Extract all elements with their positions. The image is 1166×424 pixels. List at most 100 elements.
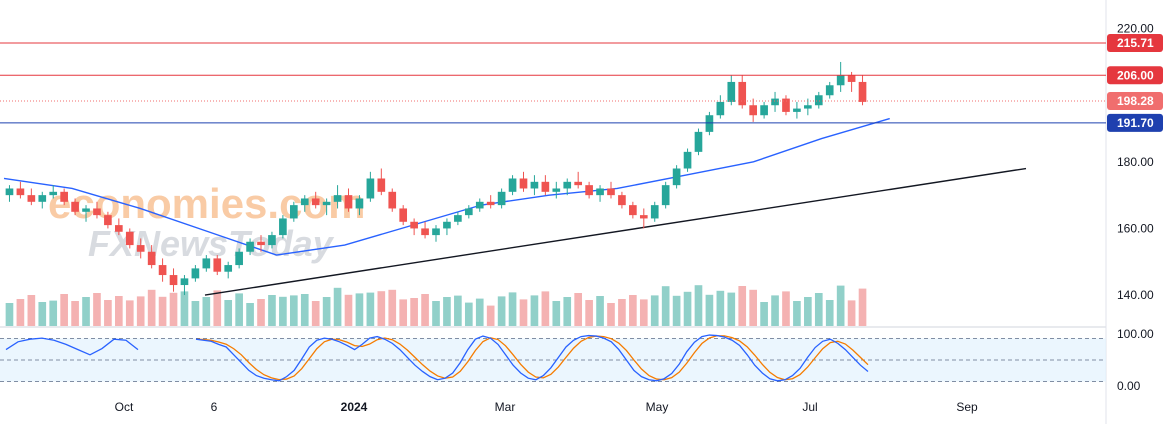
ma-line	[3, 117, 890, 256]
candle-body	[607, 188, 615, 196]
candle-body	[180, 278, 189, 286]
candle-body	[596, 188, 604, 196]
volume-bar	[618, 299, 626, 326]
volume-bar	[158, 296, 167, 326]
candle-body	[464, 208, 473, 216]
trendline-line	[204, 167, 1027, 296]
volume-bar	[563, 297, 572, 326]
volume-bar	[519, 299, 528, 326]
trendline	[204, 167, 1027, 296]
stoch-tick-label: 100.00	[1117, 327, 1154, 341]
volume-bar	[793, 301, 801, 326]
candle-body	[82, 208, 90, 212]
time-axis: Oct 6 2024 Mar May Jul Sep	[115, 400, 978, 414]
candle-body	[486, 201, 495, 206]
candle-body	[508, 178, 517, 192]
candle-body	[519, 178, 528, 189]
volume-bar	[585, 300, 593, 326]
candle-body	[694, 131, 703, 152]
volume-bar	[661, 286, 670, 326]
candle-body	[716, 101, 725, 116]
candle-body	[814, 95, 823, 106]
candle-body	[49, 191, 58, 196]
support-191-tag-label: 191.70	[1117, 116, 1154, 130]
volume-bar	[858, 288, 867, 326]
volume-bar	[213, 290, 222, 326]
volume-bar	[224, 300, 233, 326]
price-tick-label: 140.00	[1117, 288, 1154, 302]
candle-body	[213, 258, 222, 272]
candle-body	[793, 108, 801, 112]
candle-body	[858, 81, 867, 102]
candle-body	[432, 228, 440, 236]
volume-bar	[235, 293, 243, 326]
volume-bar	[268, 295, 276, 326]
candle-body	[147, 251, 156, 266]
horizontal-levels: 215.71 206.00 198.28 191.70	[0, 33, 1163, 132]
candle-body	[388, 191, 397, 209]
price-tick-label: 220.00	[1117, 22, 1154, 36]
stoch-k-early	[5, 337, 139, 356]
volume-bar	[399, 299, 408, 326]
candle-body	[27, 195, 36, 202]
candle-body	[16, 188, 25, 196]
candle-body	[115, 225, 123, 232]
watermark: economies.com FXNewsToday	[48, 180, 365, 264]
time-tick-label: Mar	[495, 400, 516, 414]
volume-bar	[333, 287, 342, 326]
resistance-206-tag-label: 206.00	[1117, 68, 1154, 82]
candle-body	[530, 181, 539, 189]
candle-body	[804, 105, 812, 109]
candle-body	[727, 81, 736, 102]
volume-bar	[574, 293, 583, 326]
volume-bar	[27, 295, 36, 326]
volume-bar	[596, 296, 604, 326]
candle-body	[563, 181, 572, 189]
candle-body	[257, 241, 265, 246]
candle-body	[771, 98, 779, 106]
volume-bars	[5, 285, 867, 326]
volume-bar	[705, 294, 714, 326]
volume-bar	[825, 300, 834, 326]
volume-bar	[683, 291, 692, 326]
volume-bar	[464, 302, 473, 326]
stoch-d-line	[195, 335, 869, 381]
candle-body	[585, 185, 593, 196]
candle-body	[235, 251, 243, 266]
candle-body	[749, 105, 757, 116]
volume-bar	[279, 296, 287, 326]
volume-bar	[147, 289, 156, 326]
candle-body	[322, 201, 331, 206]
candle-body	[289, 205, 298, 219]
volume-bar	[366, 292, 375, 326]
volume-bar	[344, 294, 353, 326]
candle-body	[333, 195, 342, 202]
candle-body	[136, 245, 145, 252]
volume-bar	[771, 295, 779, 326]
price-axis: 220.00 180.00 160.00 140.00	[1117, 22, 1154, 302]
candle-body	[93, 208, 101, 216]
volume-bar	[552, 301, 561, 326]
volume-bar	[847, 300, 856, 326]
candle-body	[104, 215, 112, 226]
candle-body	[279, 218, 287, 236]
volume-bar	[93, 293, 101, 326]
volume-bar	[782, 291, 790, 326]
volume-bar	[432, 301, 440, 326]
volume-bar	[639, 299, 648, 326]
candle-body	[639, 215, 648, 219]
volume-bar	[311, 301, 320, 326]
volume-bar	[16, 299, 25, 326]
volume-bar	[169, 292, 178, 326]
volume-bar	[497, 296, 506, 326]
volume-bar	[38, 302, 47, 326]
candle-body	[60, 191, 68, 202]
candle-body	[125, 231, 134, 246]
watermark-sub: FXNewsToday	[88, 223, 335, 264]
volume-bar	[475, 298, 484, 326]
volume-bar	[672, 295, 681, 326]
candle-body	[497, 191, 506, 206]
volume-bar	[289, 295, 298, 326]
last-price-tag	[1107, 91, 1163, 110]
